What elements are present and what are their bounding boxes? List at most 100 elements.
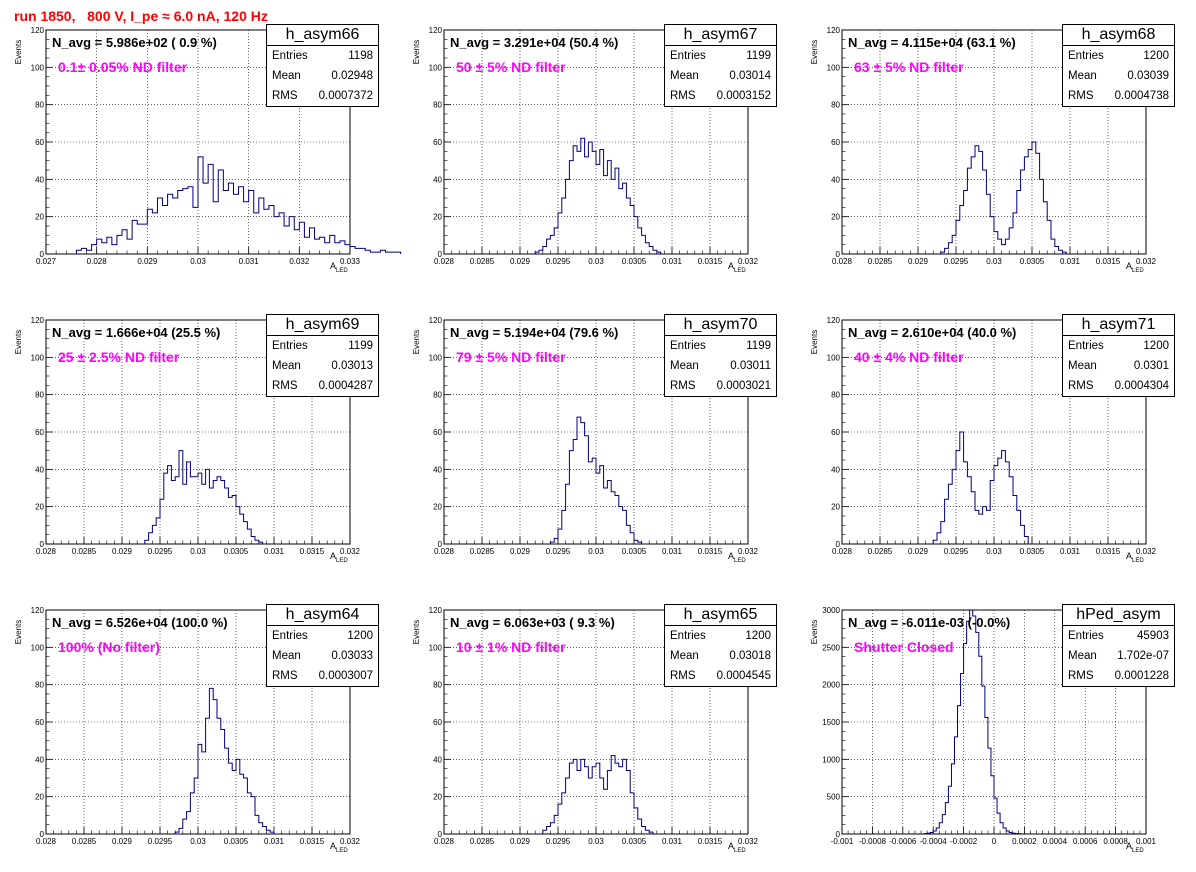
- x-tick-label: 0.0295: [148, 837, 173, 846]
- stats-label-rms: RMS: [670, 90, 696, 102]
- histogram-bar: [973, 616, 976, 834]
- y-tick-label: 80: [35, 681, 44, 690]
- x-tick-label: 0.0295: [546, 547, 571, 556]
- x-tick-label: 0.0315: [300, 547, 325, 556]
- histogram-bar: [596, 473, 600, 544]
- histogram-bar: [960, 432, 964, 544]
- y-tick-label: 2500: [822, 643, 840, 652]
- histogram-bar: [588, 778, 592, 834]
- histogram-panel: 0.028 0.0285 0.029 0.0295 0.03 0.0305 0.031 0.0…: [0, 580, 398, 870]
- stats-row-rms: RMS 0.0003021: [665, 376, 776, 396]
- histogram-line: [932, 431, 1029, 544]
- histogram-bar: [554, 815, 558, 834]
- stats-box: h_asym69 Entries 1199 Mean 0.03013 RMS 0.00042…: [266, 314, 379, 397]
- y-tick-label: 80: [433, 391, 442, 400]
- y-tick-label: 20: [35, 213, 44, 222]
- histogram-bar: [952, 469, 956, 544]
- histogram-bar: [994, 466, 998, 544]
- x-tick-label: 0.0295: [148, 547, 173, 556]
- histogram-bar: [225, 488, 229, 544]
- y-tick-label: 80: [433, 101, 442, 110]
- histogram-bar: [168, 466, 172, 544]
- histogram-bar: [604, 176, 608, 254]
- x-axis-title-main: A: [728, 551, 734, 561]
- y-tick-label: 0: [438, 250, 443, 259]
- histogram-bar: [1009, 228, 1013, 254]
- histogram-panel: 0.028 0.0285 0.029 0.0295 0.03 0.0305 0.031 0.0…: [398, 0, 796, 290]
- histogram-bar: [87, 250, 92, 254]
- stats-label-entries: Entries: [670, 50, 706, 62]
- x-tick-label: 0.027: [36, 257, 57, 266]
- histogram-bar: [956, 220, 960, 254]
- x-tick-label: 0.029: [908, 547, 929, 556]
- histogram-bar: [1013, 495, 1017, 544]
- histogram-bar: [198, 473, 202, 544]
- stats-label-entries: Entries: [272, 340, 308, 352]
- histogram-line: [174, 687, 275, 834]
- stats-value-mean: 0.0301: [1133, 360, 1169, 372]
- histogram-bar: [380, 250, 385, 254]
- histogram-bar: [607, 161, 611, 254]
- plot-frame: [443, 319, 749, 545]
- x-tick-label: 0.031: [239, 257, 260, 266]
- histogram-bar: [642, 235, 646, 254]
- stats-value-mean: 1.702e-07: [1117, 650, 1169, 662]
- histogram-bar: [259, 198, 264, 254]
- histogram-bar: [588, 142, 592, 254]
- stats-row-rms: RMS 0.0003152: [665, 86, 776, 106]
- histogram-bar: [1017, 191, 1021, 254]
- y-tick-label: 40: [433, 175, 442, 184]
- histogram-bar: [269, 205, 274, 254]
- histogram-bar: [630, 205, 634, 254]
- navg-label: N_avg = 6.526e+04 (100.0 %): [52, 615, 228, 630]
- histogram-bar: [971, 492, 975, 544]
- x-tick-label: 0.031: [662, 257, 683, 266]
- stats-value-entries: 1200: [745, 630, 771, 642]
- x-tick-label: 0.032: [738, 547, 759, 556]
- histogram-bar: [1043, 202, 1047, 254]
- histogram-bar: [240, 514, 244, 544]
- histogram-bar: [592, 767, 596, 834]
- x-tick-label: 0.03: [190, 547, 206, 556]
- stats-label-mean: Mean: [670, 70, 699, 82]
- x-tick-label: 0.028: [832, 257, 853, 266]
- stats-value-rms: 0.0004287: [318, 380, 373, 392]
- x-axis-title-main: A: [728, 261, 734, 271]
- histogram-bar: [217, 477, 221, 544]
- histogram-bar: [247, 529, 251, 544]
- x-tick-label: 0.031: [1060, 257, 1081, 266]
- histogram-bar: [983, 507, 987, 544]
- histogram-plot: 0.028 0.0285 0.029 0.0295 0.03 0.0305 0.031 0.0…: [412, 606, 759, 854]
- stats-box: h_asym71 Entries 1200 Mean 0.0301 RMS 0.000430…: [1062, 314, 1175, 397]
- histogram-bar: [619, 507, 623, 544]
- histogram-bar: [611, 756, 615, 834]
- histogram-bar: [164, 473, 168, 544]
- x-tick-label: 0.028: [87, 257, 108, 266]
- stats-row-rms: RMS 0.0007372: [267, 86, 378, 106]
- histogram-bar: [588, 462, 592, 544]
- histogram-bar: [266, 830, 270, 834]
- x-tick-label: 0.03: [190, 837, 206, 846]
- histogram-bar: [175, 477, 179, 544]
- histogram-bar: [122, 230, 127, 254]
- histogram-bar: [194, 778, 198, 834]
- navg-label: N_avg = -6.011e-03 (-0.0%): [848, 615, 1011, 630]
- stats-value-mean: 0.03018: [729, 650, 771, 662]
- histogram-bar: [600, 149, 604, 254]
- histogram-bar: [190, 793, 194, 834]
- histogram-bar: [232, 771, 236, 834]
- histogram-bar: [152, 213, 157, 254]
- histogram-bar: [251, 797, 255, 834]
- histogram-bar: [623, 510, 627, 544]
- stats-value-rms: 0.0003021: [716, 380, 771, 392]
- histogram-bar: [986, 194, 990, 254]
- navg-label: N_avg = 2.610e+04 (40.0 %): [848, 325, 1017, 340]
- stats-label-entries: Entries: [670, 630, 706, 642]
- histogram-panel: 0.028 0.0285 0.029 0.0295 0.03 0.0305 0.031 0.0…: [0, 290, 398, 580]
- histogram-bar: [1059, 250, 1063, 254]
- x-tick-label: 0.03: [986, 257, 1002, 266]
- histogram-bar: [994, 232, 998, 254]
- x-axis-title-main: A: [1126, 841, 1132, 851]
- histogram-bar: [626, 525, 630, 544]
- histogram-bar: [581, 138, 585, 254]
